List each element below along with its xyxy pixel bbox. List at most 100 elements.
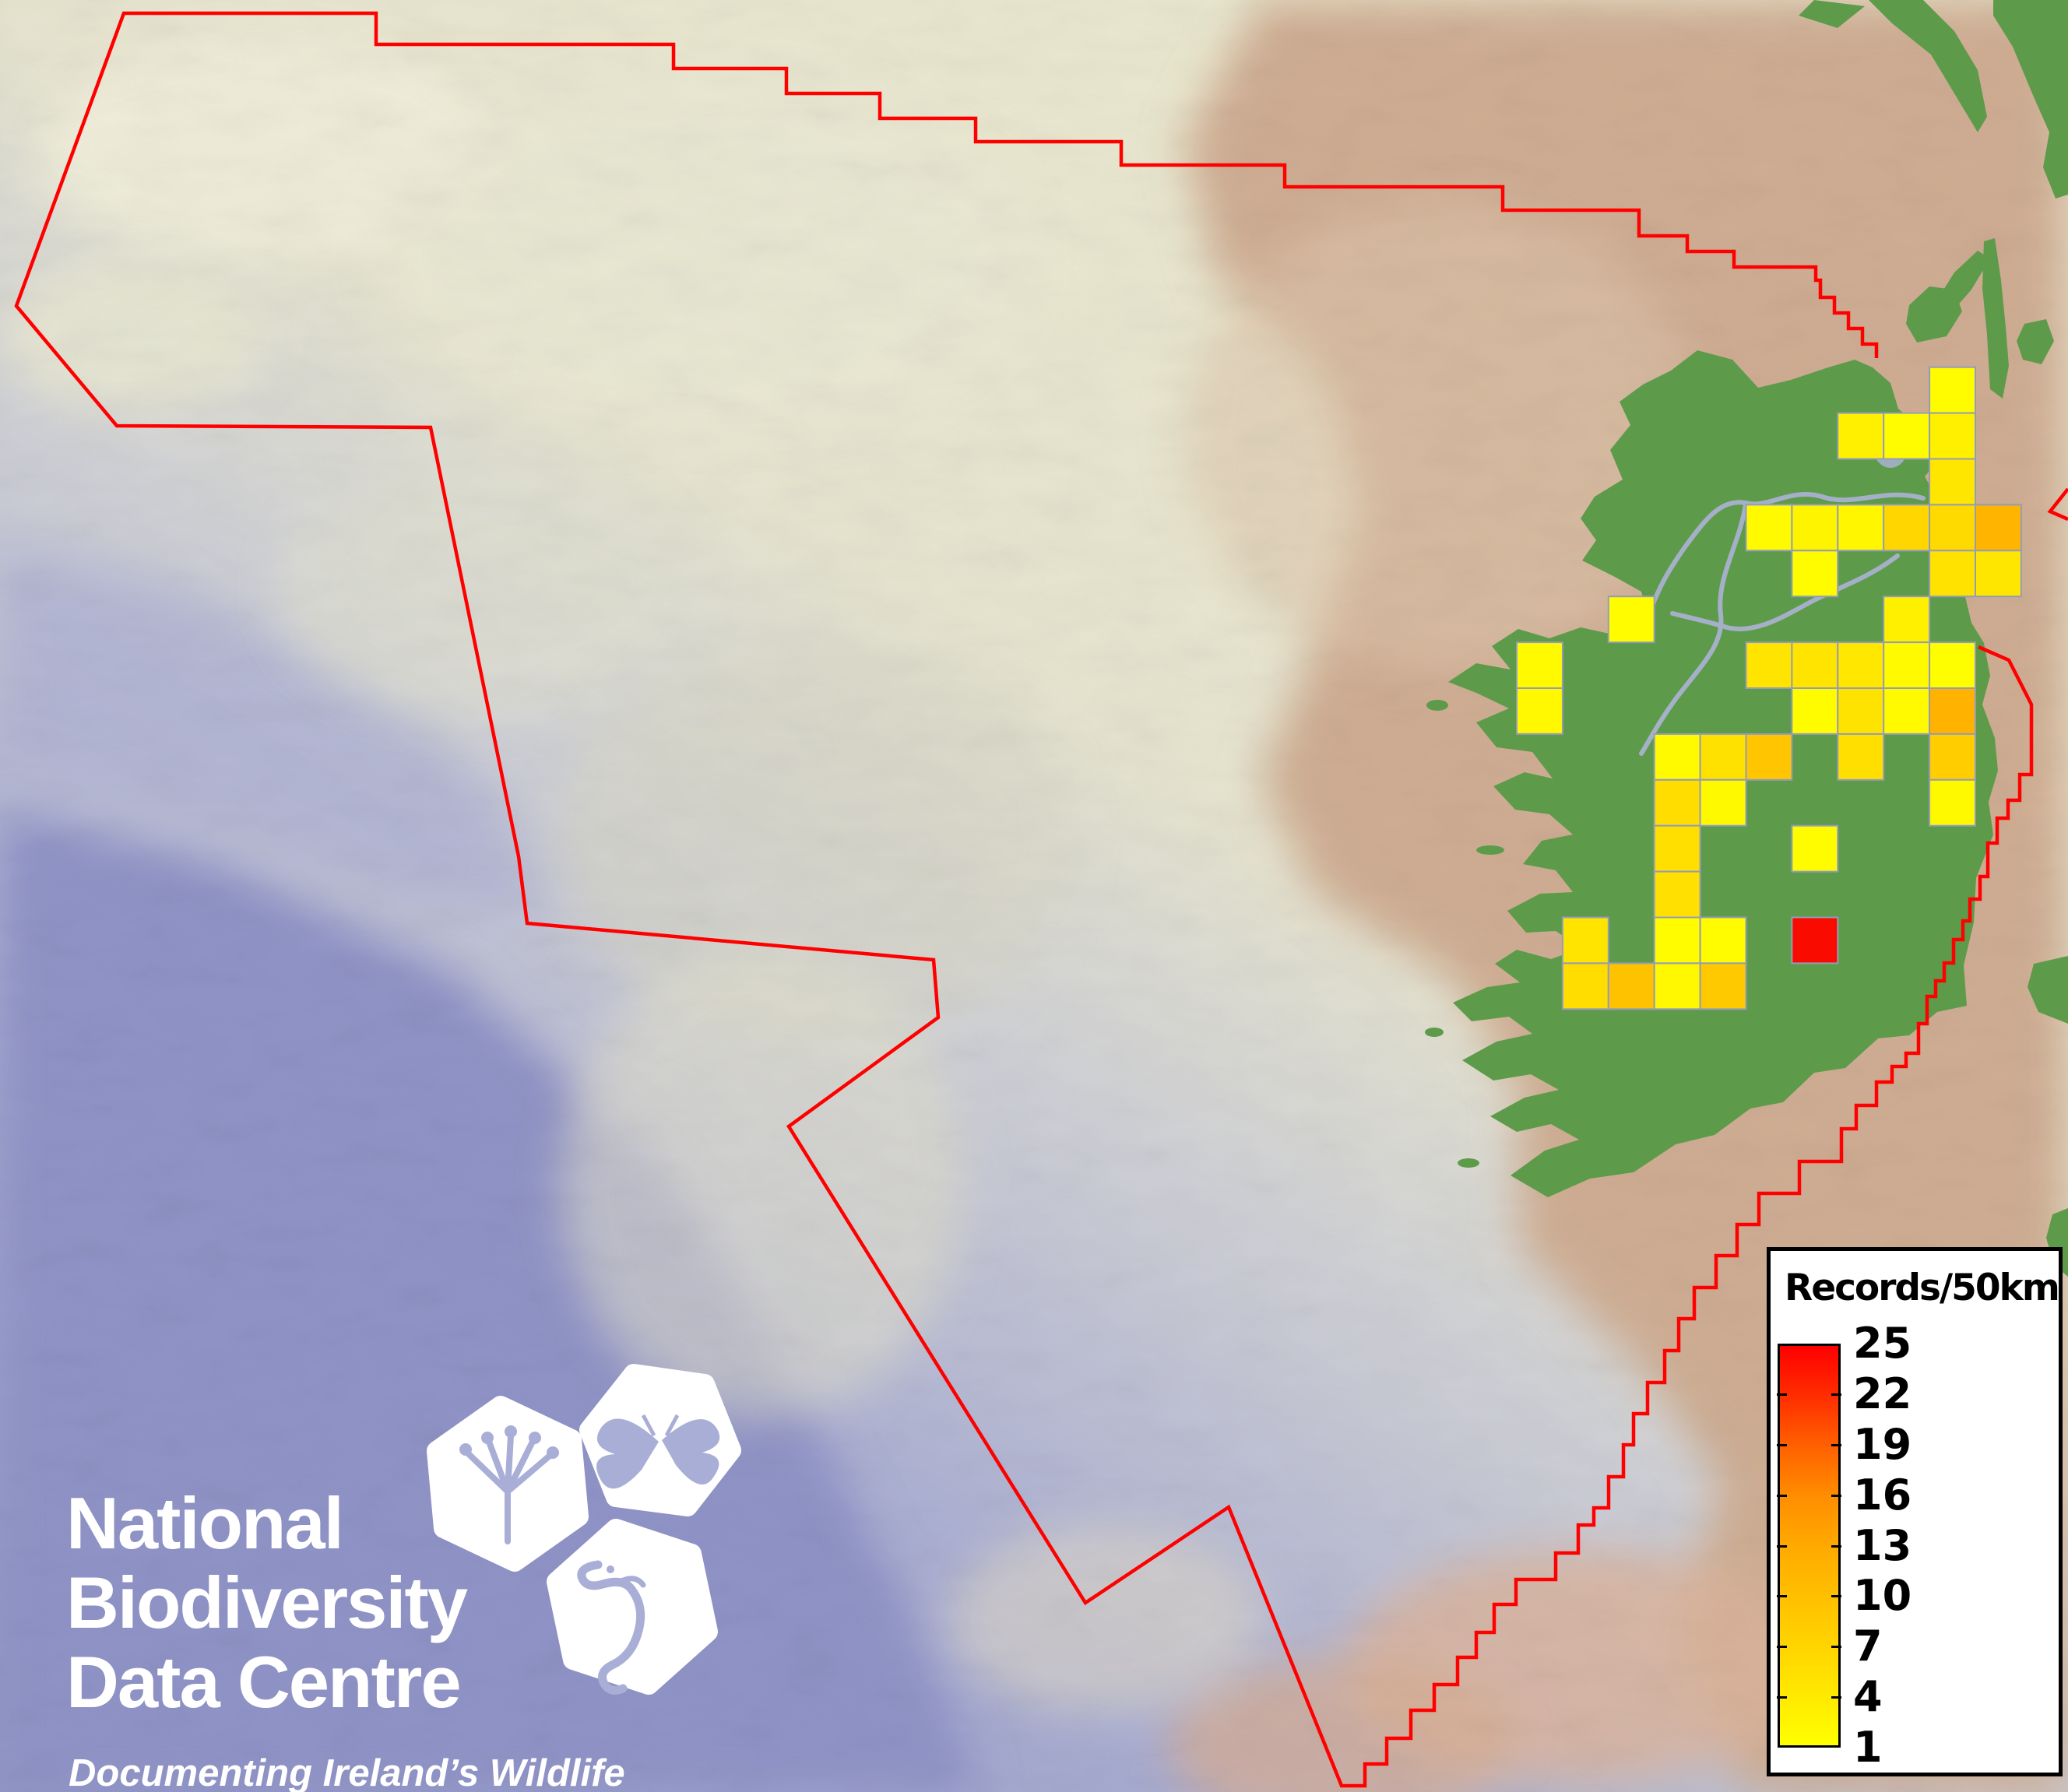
record-grid-square [1653,916,1701,965]
legend-tick-label: 13 [1853,1520,1912,1570]
island [1426,700,1448,711]
island-arran [2017,319,2054,364]
record-grid-square [1975,504,2022,552]
legend-tick-mark [1831,1646,1841,1649]
river-shannon [1639,502,1748,756]
record-grid-square [1883,641,1931,689]
record-grid-square [1745,504,1793,552]
legend-tick-label: 4 [1853,1672,1883,1722]
eez-boundary-line [14,11,2034,1788]
record-grid-square [1791,504,1839,552]
north-channel-boundary-line [2047,487,2068,522]
record-grid-square [1837,504,1885,552]
record-grid-square [1791,687,1839,735]
record-grid-square [1883,596,1931,644]
record-grid-square [1699,962,1747,1010]
record-grid-square [1561,916,1609,965]
island [1458,1158,1479,1168]
wales-coast [2028,956,2068,1024]
logo-line-3: Data Centre [66,1641,462,1723]
record-grid-square [1929,641,1977,689]
legend-tick-mark [1831,1494,1841,1497]
record-grid-square [1516,687,1563,735]
record-grid-square [1929,504,1977,552]
record-grid-square [1929,550,1977,598]
record-grid-square [1607,962,1655,1010]
island-jura [1931,251,1990,327]
record-grid-square [1929,687,1977,735]
legend-tick-mark [1777,1393,1787,1396]
logo-tagline: Documenting Ireland’s Wildlife [69,1752,625,1792]
wales-coast [2046,1208,2068,1277]
hexagon-seahorse [547,1519,718,1695]
record-grid-square [1791,824,1839,873]
legend-tick-mark [1777,1544,1787,1548]
legend-tick-mark [1777,1595,1787,1598]
record-grid-square [1929,733,1977,781]
legend-panel: Records/50km 25 22 19 16 13 10 7 4 1 [1767,1247,2063,1776]
island [1476,845,1504,855]
scotland-landmass [1993,0,2068,199]
record-grid-square [1837,733,1885,781]
record-grid-square [1699,778,1747,827]
record-grid-square [1607,596,1655,644]
record-grid-square [1791,550,1839,598]
legend-tick-label: 10 [1853,1571,1912,1621]
record-grid-square [1653,733,1701,781]
record-grid-square [1929,778,1977,827]
island [1799,0,1865,28]
record-grid-square [1929,458,1977,506]
legend-tick-label: 7 [1853,1622,1883,1671]
record-grid-square [1653,962,1701,1010]
legend-tick-mark [1831,1595,1841,1598]
record-grid-square [1791,916,1839,965]
legend-tick-mark [1831,1443,1841,1446]
logo-line-2: Biodiversity [66,1562,468,1643]
record-grid-square [1561,962,1609,1010]
record-grid-square [1929,366,1977,414]
logo-line-1: National [66,1482,344,1564]
legend-tick-mark [1831,1696,1841,1699]
records-grid-layer [1516,366,2022,1010]
record-grid-square [1929,412,1977,460]
legend-tick-label: 22 [1853,1369,1912,1418]
legend-tick-mark [1777,1443,1787,1446]
record-grid-square [1837,641,1885,689]
record-grid-square [1653,824,1701,873]
nbdc-logo-hexagons [427,1364,741,1695]
record-grid-square [1745,641,1793,689]
record-grid-square [1837,687,1885,735]
butterfly-icon [596,1414,720,1489]
record-grid-square [1975,550,2022,598]
island [1425,1028,1444,1037]
record-grid-square [1883,687,1931,735]
legend-tick-mark [1777,1646,1787,1649]
record-grid-square [1791,641,1839,689]
legend-tick-label: 16 [1853,1470,1912,1520]
record-grid-square [1699,733,1747,781]
kintyre-peninsula [1982,238,2009,399]
legend-tick-mark [1831,1393,1841,1396]
legend-tick-mark [1777,1494,1787,1497]
record-grid-square [1653,870,1701,919]
record-grid-square [1516,641,1563,689]
record-grid-square [1699,916,1747,965]
record-grid-square [1745,733,1793,781]
record-grid-square [1883,504,1931,552]
seahorse-icon [577,1560,646,1695]
legend-tick-label: 19 [1853,1419,1912,1469]
record-grid-square [1883,412,1931,460]
river-erne [1670,553,1900,631]
record-grid-square [1837,412,1885,460]
legend-tick-mark [1777,1696,1787,1699]
nbdc-logo: National Biodiversity Data Centre Docume… [0,1362,779,1792]
umbel-plant-icon [459,1425,559,1544]
legend-tick-label: 25 [1853,1319,1912,1368]
legend-tick-label: 1 [1853,1723,1883,1772]
legend-tick-mark [1831,1544,1841,1548]
legend-title: Records/50km [1785,1267,2060,1309]
scotland-landmass [1869,0,1987,132]
record-grid-square [1653,778,1701,827]
